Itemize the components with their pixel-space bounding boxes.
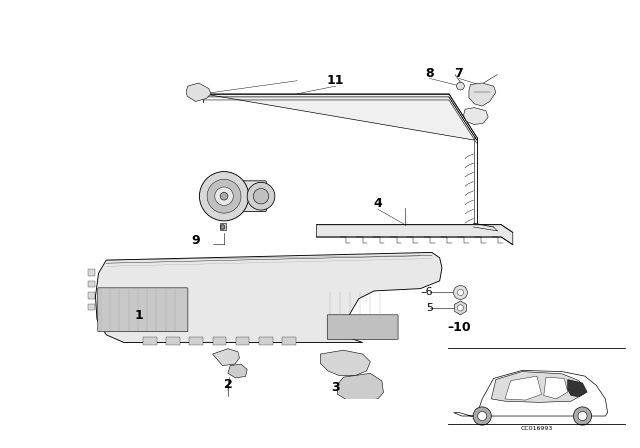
Text: –10: –10 <box>447 321 470 334</box>
Polygon shape <box>88 304 95 310</box>
Polygon shape <box>282 337 296 345</box>
Polygon shape <box>204 94 477 140</box>
Polygon shape <box>492 371 585 402</box>
Polygon shape <box>236 337 250 345</box>
Polygon shape <box>88 269 95 276</box>
Text: –6: –6 <box>420 288 433 297</box>
Polygon shape <box>469 83 496 106</box>
Circle shape <box>573 407 591 425</box>
Circle shape <box>207 179 241 213</box>
Polygon shape <box>568 379 587 396</box>
Polygon shape <box>143 337 157 345</box>
FancyBboxPatch shape <box>234 181 266 211</box>
Text: 3: 3 <box>332 381 340 394</box>
Circle shape <box>200 172 249 221</box>
Circle shape <box>477 411 487 421</box>
Circle shape <box>456 82 464 90</box>
Polygon shape <box>316 225 513 245</box>
Circle shape <box>215 187 234 206</box>
Polygon shape <box>228 364 247 378</box>
Polygon shape <box>95 252 442 343</box>
Circle shape <box>458 289 463 296</box>
Circle shape <box>220 192 228 200</box>
Polygon shape <box>166 337 180 345</box>
Text: 11: 11 <box>327 74 344 87</box>
FancyBboxPatch shape <box>98 288 188 332</box>
Text: 5: 5 <box>426 303 433 313</box>
Polygon shape <box>337 373 383 402</box>
Circle shape <box>247 182 275 210</box>
Text: 9: 9 <box>191 234 200 247</box>
Polygon shape <box>88 281 95 287</box>
Polygon shape <box>454 301 467 315</box>
Polygon shape <box>320 350 371 375</box>
Polygon shape <box>454 370 607 416</box>
Polygon shape <box>220 223 225 230</box>
FancyBboxPatch shape <box>327 315 398 340</box>
Text: 1: 1 <box>135 309 144 322</box>
Text: 4: 4 <box>374 198 383 211</box>
Circle shape <box>220 225 225 229</box>
Circle shape <box>458 305 463 311</box>
Circle shape <box>454 285 467 299</box>
Circle shape <box>578 411 587 421</box>
Polygon shape <box>259 337 273 345</box>
Polygon shape <box>186 83 211 102</box>
Polygon shape <box>463 108 488 125</box>
Circle shape <box>473 407 492 425</box>
Polygon shape <box>212 349 239 366</box>
Polygon shape <box>88 293 95 299</box>
Polygon shape <box>212 337 227 345</box>
Text: CC016993: CC016993 <box>521 426 553 431</box>
Polygon shape <box>189 337 204 345</box>
Circle shape <box>253 189 269 204</box>
Polygon shape <box>505 376 541 400</box>
Polygon shape <box>544 377 568 399</box>
Text: 7: 7 <box>454 66 463 79</box>
Text: 2: 2 <box>223 379 232 392</box>
Text: 8: 8 <box>426 66 434 79</box>
